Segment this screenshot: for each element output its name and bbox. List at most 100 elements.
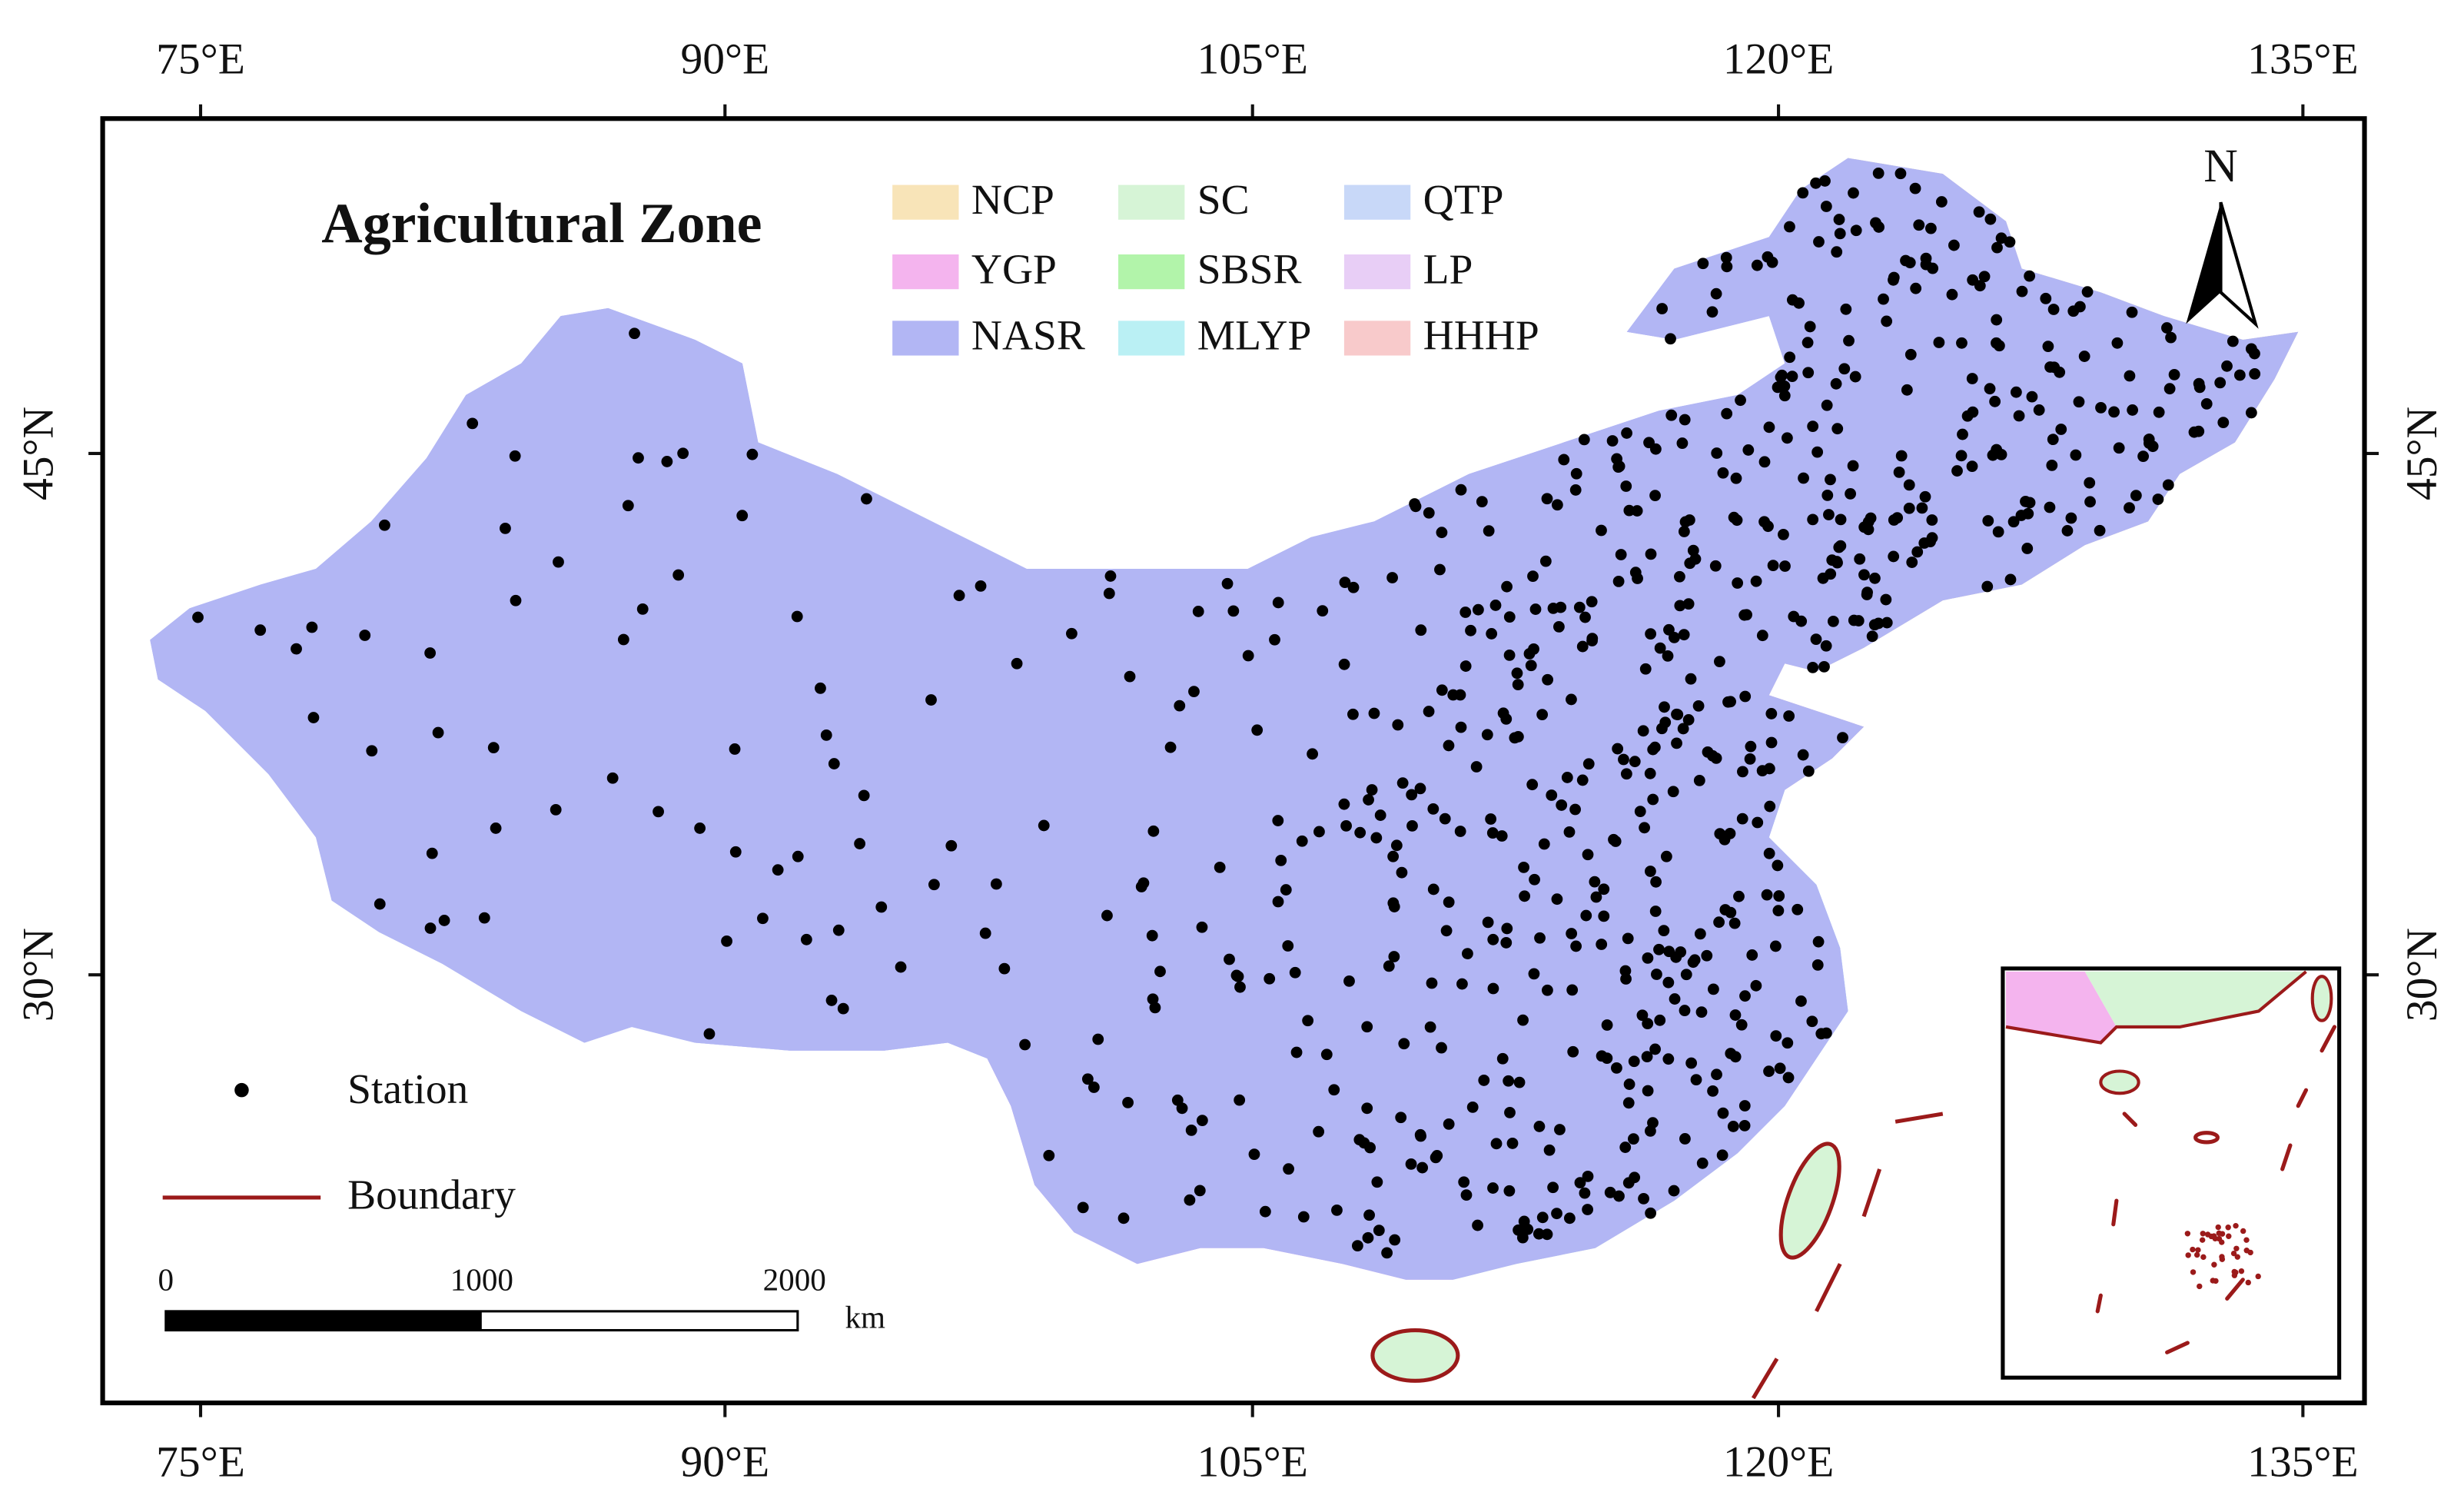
station: [1563, 826, 1576, 838]
station: [815, 682, 826, 694]
station: [1830, 377, 1842, 390]
station: [1340, 819, 1352, 832]
station: [1269, 633, 1280, 646]
legend-label: QTP: [1423, 177, 1504, 224]
station: [998, 962, 1011, 975]
station: [1802, 337, 1814, 349]
station: [1486, 628, 1498, 640]
station: [2144, 437, 2155, 449]
station: [1818, 660, 1830, 673]
station: [2161, 322, 2173, 334]
station: [1728, 917, 1741, 929]
legend-swatch: [1118, 254, 1185, 290]
station: [1440, 925, 1453, 937]
station: [1388, 901, 1400, 912]
station: [1772, 859, 1784, 872]
station: [1775, 371, 1787, 384]
longitude-labels: 75°E 90°E 105°E 120°E 135°E 75°E 90°E 10…: [156, 35, 2358, 1487]
station: [500, 522, 511, 534]
station: [1566, 984, 1579, 996]
station: [2044, 501, 2056, 513]
station: [1232, 970, 1244, 982]
inset-island: [2199, 1237, 2206, 1243]
station: [1727, 1121, 1739, 1132]
station: [1706, 306, 1718, 318]
inset-island: [2255, 1273, 2261, 1280]
station: [791, 610, 803, 623]
station: [1868, 619, 1881, 631]
station: [1272, 815, 1284, 826]
station: [2067, 305, 2080, 317]
inset-island: [2197, 1283, 2203, 1290]
station: [1573, 601, 1586, 613]
station: [1935, 196, 1948, 208]
station: [1224, 953, 1235, 965]
inset-island: [2184, 1231, 2191, 1237]
station: [1313, 1125, 1325, 1138]
station: [490, 822, 502, 834]
station: [192, 611, 204, 623]
station: [374, 898, 386, 910]
station: [2153, 406, 2165, 418]
station: [1487, 982, 1499, 995]
station: [1280, 884, 1292, 896]
station: [1984, 383, 1996, 395]
lon-label: 90°E: [680, 1437, 769, 1486]
station: [1613, 1190, 1625, 1202]
station: [1731, 514, 1743, 527]
station: [1685, 1057, 1698, 1069]
inset-island: [2226, 1233, 2232, 1239]
station: [1362, 1231, 1374, 1244]
station: [1551, 499, 1563, 511]
station: [1690, 1074, 1702, 1085]
station: [1259, 1205, 1271, 1218]
map-title: Agricultural Zone: [321, 192, 762, 255]
station: [1465, 624, 1476, 636]
station: [1758, 456, 1771, 468]
station: [2193, 425, 2205, 437]
station: [1529, 603, 1542, 615]
inset-island: [2233, 1222, 2239, 1229]
station: [875, 901, 888, 913]
station: [1430, 1151, 1442, 1164]
station: [1909, 182, 1921, 194]
station: [1513, 1224, 1524, 1236]
station: [1525, 660, 1537, 672]
station: [1725, 906, 1737, 919]
station: [1792, 903, 1804, 916]
latitude-labels: 45°N 30°N 45°N 30°N: [15, 407, 2446, 1022]
station: [633, 452, 644, 464]
station: [1658, 925, 1670, 936]
station: [1795, 995, 1807, 1007]
station: [1946, 288, 1958, 301]
station: [1147, 993, 1159, 1005]
inset-island: [2200, 1254, 2207, 1261]
station: [426, 847, 438, 859]
station: [307, 712, 320, 723]
station: [1913, 219, 1925, 231]
station: [953, 590, 965, 602]
scale-unit: km: [845, 1300, 885, 1335]
map-frame: [100, 116, 2367, 1406]
station: [1924, 222, 1937, 234]
station: [1834, 228, 1846, 240]
legend-label: YGP: [971, 246, 1057, 293]
inset-island: [2210, 1233, 2217, 1239]
station: [1714, 656, 1725, 668]
station: [1651, 969, 1662, 980]
station: [509, 450, 521, 462]
station: [1522, 1223, 1534, 1235]
station: [1388, 951, 1400, 962]
station: [1903, 479, 1915, 491]
station: [1820, 640, 1832, 652]
station: [1501, 580, 1513, 593]
station: [1665, 409, 1678, 421]
inset-island: [2216, 1235, 2223, 1242]
station: [1807, 420, 1819, 432]
station: [1991, 241, 2003, 254]
station: [1164, 741, 1177, 753]
lon-label: 90°E: [680, 35, 769, 84]
station: [1955, 450, 1968, 462]
station: [1011, 657, 1023, 670]
lat-label: 45°N: [15, 407, 63, 500]
